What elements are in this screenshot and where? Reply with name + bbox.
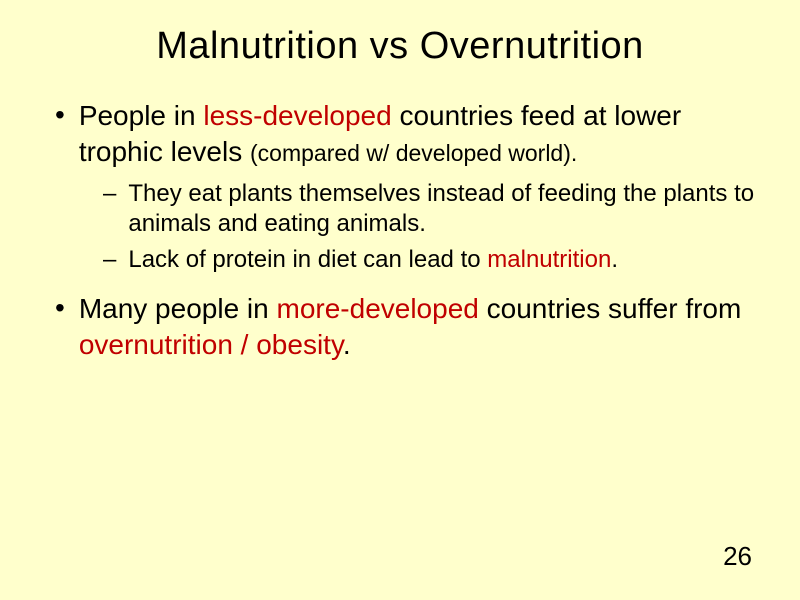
bullet-item: – Lack of protein in diet can lead to ma… <box>103 245 755 275</box>
bullet-marker: • <box>55 291 65 325</box>
bullet-text: Many people in more-developed countries … <box>79 291 755 364</box>
bullet-item: – They eat plants themselves instead of … <box>103 179 755 239</box>
slide: Malnutrition vs Overnutrition • People i… <box>0 0 800 600</box>
bullet-item: • Many people in more-developed countrie… <box>55 291 755 364</box>
spacer <box>55 281 755 291</box>
paren-text: (compared w/ developed world). <box>250 140 577 166</box>
bullet-marker: – <box>103 245 116 275</box>
bullet-marker: • <box>55 98 65 132</box>
page-number: 26 <box>723 541 752 572</box>
highlight-text: less-developed <box>203 100 391 131</box>
bullet-text: They eat plants themselves instead of fe… <box>128 179 755 239</box>
bullet-text: Lack of protein in diet can lead to maln… <box>128 245 618 275</box>
bullet-marker: – <box>103 179 116 209</box>
bullet-text: People in less-developed countries feed … <box>79 98 755 171</box>
highlight-text: overnutrition / obesity <box>79 329 343 360</box>
highlight-text: malnutrition <box>487 246 611 273</box>
slide-title: Malnutrition vs Overnutrition <box>45 25 755 68</box>
slide-content: • People in less-developed countries fee… <box>45 98 755 364</box>
highlight-text: more-developed <box>277 293 479 324</box>
bullet-item: • People in less-developed countries fee… <box>55 98 755 171</box>
